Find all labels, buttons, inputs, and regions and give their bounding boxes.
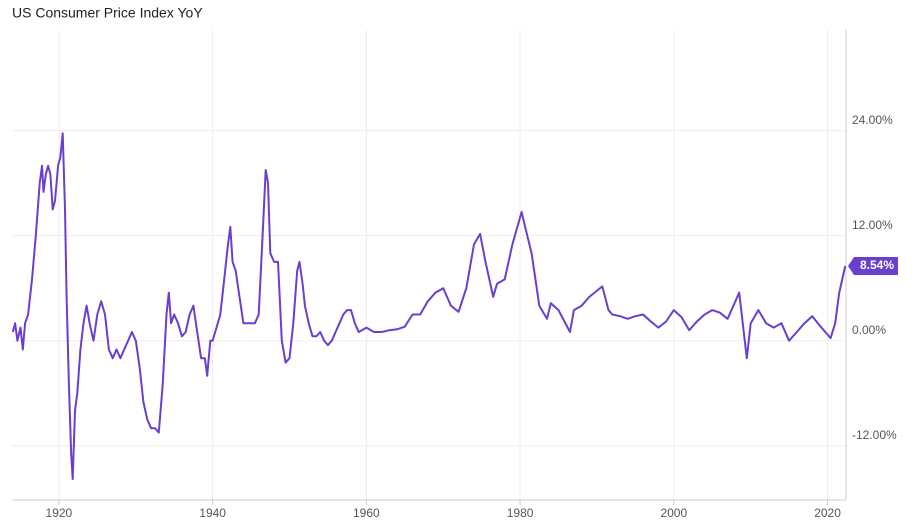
- value-label: 8.54%: [860, 258, 894, 272]
- x-tick-label: 1920: [46, 506, 73, 520]
- x-tick-label: 2000: [660, 506, 687, 520]
- x-tick-label: 1960: [353, 506, 380, 520]
- y-tick-label: 0.00%: [852, 323, 886, 337]
- x-tick-label: 1940: [199, 506, 226, 520]
- value-badge: [848, 256, 898, 275]
- x-tick-label: 1980: [507, 506, 534, 520]
- y-tick-label: -12.00%: [852, 428, 897, 442]
- y-tick-label: 12.00%: [852, 218, 893, 232]
- y-tick-label: 24.00%: [852, 113, 893, 127]
- x-tick-label: 2020: [814, 506, 841, 520]
- line: [11, 132, 847, 480]
- chart-title: US Consumer Price Index YoY: [12, 5, 203, 21]
